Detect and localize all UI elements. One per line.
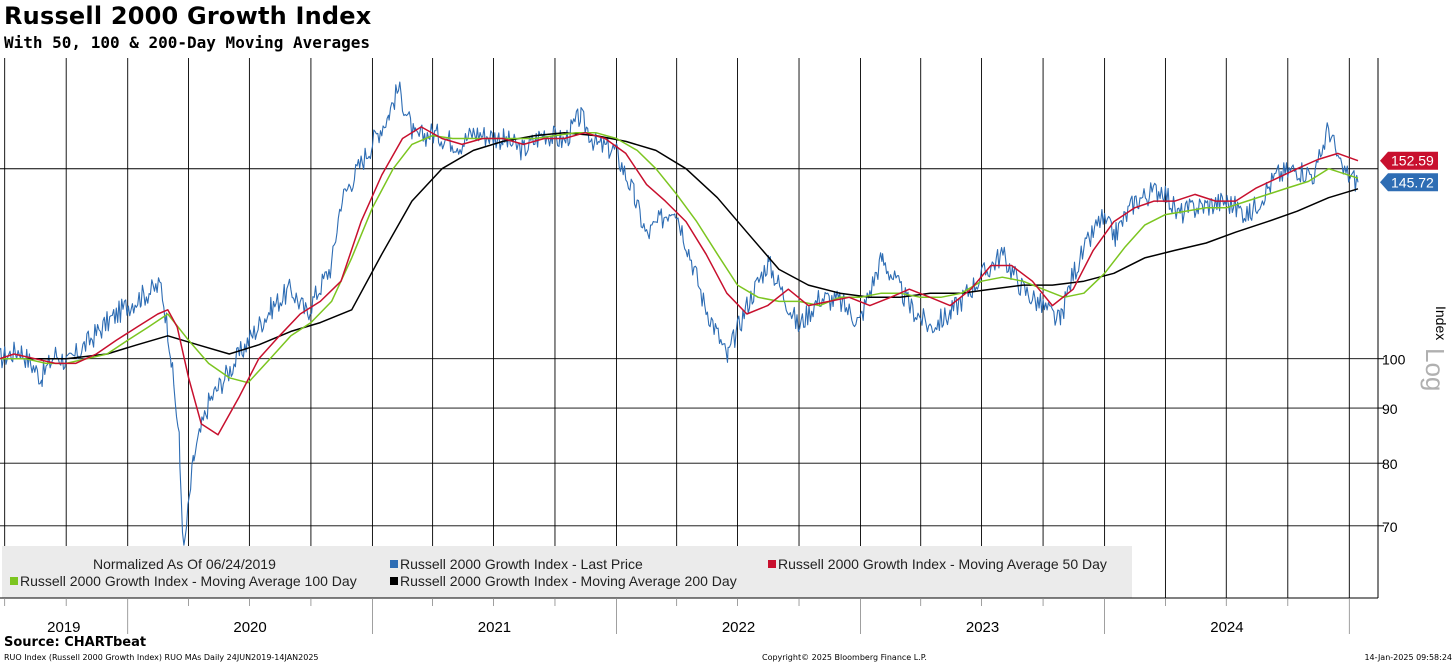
y-tick-label: 90 xyxy=(1382,401,1398,417)
chart-title: Russell 2000 Growth Index xyxy=(4,2,372,30)
footer-right: 14-Jan-2025 09:58:24 xyxy=(1364,653,1452,662)
normalized-note: Normalized As Of 06/24/2019 xyxy=(93,556,276,572)
legend-swatch-last xyxy=(390,560,398,568)
y-tick-label: 70 xyxy=(1382,519,1398,535)
legend-label-last: Russell 2000 Growth Index - Last Price xyxy=(400,556,643,572)
value-tag-bg xyxy=(1380,151,1438,170)
series-line-last xyxy=(0,81,1359,546)
x-year-label: 2022 xyxy=(722,619,755,636)
x-year-label: 2024 xyxy=(1210,619,1243,636)
x-year-label: 2023 xyxy=(966,619,999,636)
legend-swatch-ma100 xyxy=(10,577,18,585)
y-tick-label: 100 xyxy=(1382,352,1406,368)
chart-subtitle: With 50, 100 & 200-Day Moving Averages xyxy=(4,33,371,52)
value-tag-last: 145.72 xyxy=(1380,173,1438,192)
x-axis: 2019 2020 2021 2022 2023 2024 xyxy=(4,598,1350,636)
x-year-label: 2020 xyxy=(233,619,266,636)
log-label: Log xyxy=(1420,348,1450,391)
value-tag-bg xyxy=(1380,173,1438,192)
value-tag-label: 152.59 xyxy=(1391,153,1434,169)
value-tag-ma50: 152.59 xyxy=(1380,151,1438,170)
x-year-label: 2021 xyxy=(478,619,511,636)
legend-swatch-ma200 xyxy=(390,577,398,585)
series-line-ma50 xyxy=(0,126,1359,436)
last-value-tags: 152.59 145.72 xyxy=(1380,151,1438,192)
value-tag-label: 145.72 xyxy=(1391,174,1434,190)
y-tick-label: 80 xyxy=(1382,456,1398,472)
series-line-ma200 xyxy=(0,131,1359,360)
legend-label-ma100: Russell 2000 Growth Index - Moving Avera… xyxy=(20,573,357,589)
legend-label-ma200: Russell 2000 Growth Index - Moving Avera… xyxy=(400,573,737,589)
legend-swatch-ma50 xyxy=(768,560,776,568)
legend-panel xyxy=(2,546,1132,598)
source-note: Source: CHARTbeat xyxy=(4,635,147,650)
series-line-ma100 xyxy=(0,131,1359,384)
footer-center: Copyright© 2025 Bloomberg Finance L.P. xyxy=(762,653,927,662)
series-layer xyxy=(0,81,1359,546)
chart-grid xyxy=(0,58,1378,598)
y-axis-label: Index xyxy=(1433,306,1449,340)
y-axis-ticks: 70 80 90 100 xyxy=(1378,352,1406,535)
x-year-label: 2019 xyxy=(47,619,80,636)
legend-label-ma50: Russell 2000 Growth Index - Moving Avera… xyxy=(778,556,1107,572)
footer-left: RUO Index (Russell 2000 Growth Index) RU… xyxy=(4,653,319,662)
